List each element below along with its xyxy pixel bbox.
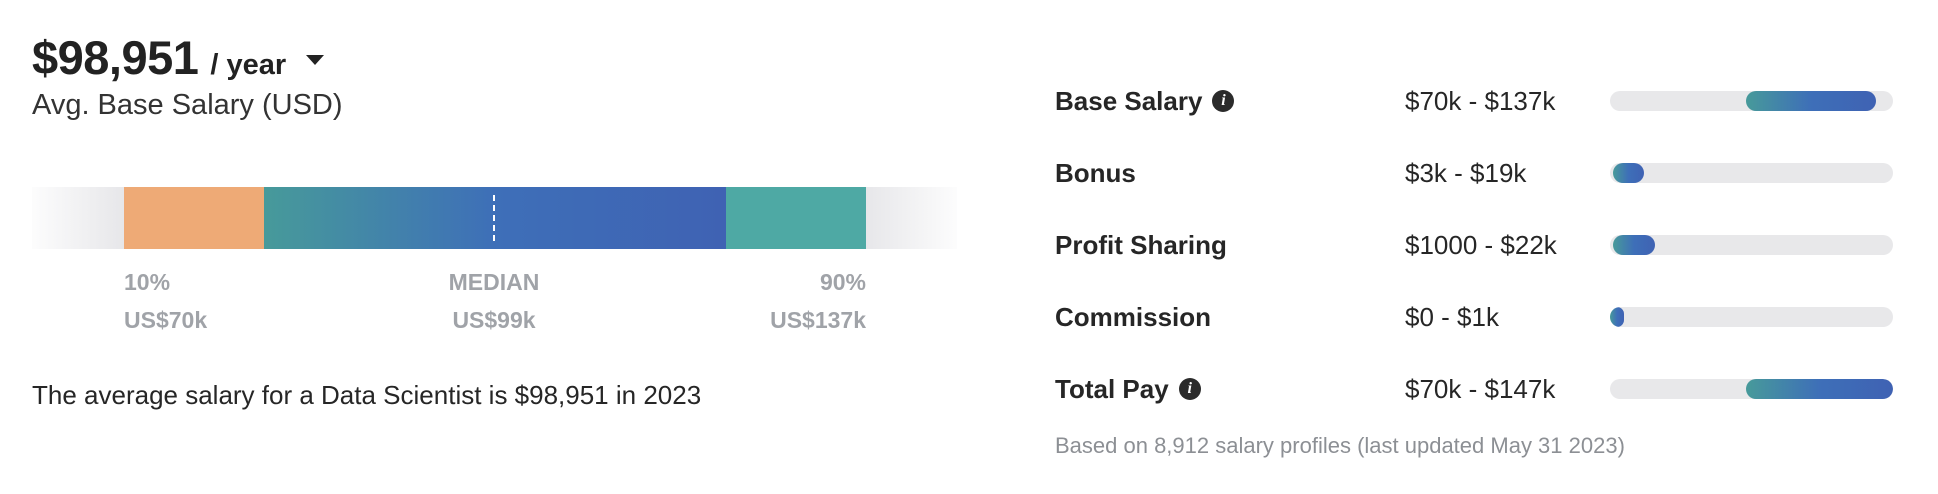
breakdown-fill-total-pay <box>1745 379 1893 399</box>
percentile-low-value: US$70k <box>124 307 208 333</box>
breakdown-label-bonus: Bonus <box>1055 158 1405 189</box>
percentile-median-label: MEDIAN <box>448 269 540 295</box>
breakdown-row-bonus: Bonus $3k - $19k <box>1055 137 1895 209</box>
breakdown-row-commission: Commission $0 - $1k <box>1055 281 1895 353</box>
percentile-low: 10% US$70k <box>124 263 207 339</box>
breakdown-fill-commission <box>1610 307 1625 327</box>
breakdown-fill-bonus <box>1612 163 1644 183</box>
salary-range-bar <box>32 187 957 249</box>
breakdown-fill-profit-sharing <box>1612 235 1656 255</box>
chevron-down-icon <box>306 54 325 65</box>
pay-period-label: / year <box>210 49 287 81</box>
breakdown-range-base-salary: $70k - $137k <box>1405 85 1556 116</box>
median-marker <box>493 195 495 241</box>
breakdown-track-total-pay <box>1610 379 1893 399</box>
breakdown-range-profit-sharing: $1000 - $22k <box>1405 229 1557 260</box>
percentile-median-value: US$99k <box>452 307 536 333</box>
breakdown-label-text: Bonus <box>1055 157 1136 188</box>
breakdown-label-commission: Commission <box>1055 302 1405 333</box>
breakdown-row-total-pay: Total Pay i $70k - $147k <box>1055 353 1895 425</box>
salary-headline: $98,951 / year <box>32 30 992 85</box>
breakdown-label-profit-sharing: Profit Sharing <box>1055 230 1405 261</box>
info-icon[interactable]: i <box>1212 90 1235 112</box>
breakdown-row-profit-sharing: Profit Sharing $1000 - $22k <box>1055 209 1895 281</box>
breakdown-track-base-salary <box>1610 91 1893 111</box>
range-bar-fade-right <box>862 187 957 249</box>
range-segment-low <box>124 187 264 249</box>
percentile-high-value: US$137k <box>770 307 866 333</box>
breakdown-label-base-salary: Base Salary i <box>1055 86 1405 117</box>
salary-description: The average salary for a Data Scientist … <box>32 380 702 410</box>
breakdown-track-commission <box>1610 307 1893 327</box>
percentile-high: 90% US$137k <box>712 263 866 339</box>
pay-period-dropdown[interactable]: / year <box>210 49 325 82</box>
breakdown-label-text: Total Pay <box>1055 373 1169 404</box>
salary-subtitle: Avg. Base Salary (USD) <box>32 89 343 121</box>
breakdown-fill-base-salary <box>1745 91 1876 111</box>
info-icon[interactable]: i <box>1178 378 1201 400</box>
percentile-labels: 10% US$70k MEDIAN US$99k 90% US$137k <box>32 263 952 333</box>
breakdown-track-profit-sharing <box>1610 235 1893 255</box>
range-bar-fade-left <box>32 187 127 249</box>
breakdown-label-text: Profit Sharing <box>1055 229 1227 260</box>
breakdown-label-total-pay: Total Pay i <box>1055 374 1405 405</box>
average-salary-amount: $98,951 <box>32 31 199 84</box>
salary-summary-panel: $98,951 / year Avg. Base Salary (USD) 10… <box>32 30 992 410</box>
range-segment-high <box>726 187 866 249</box>
pay-breakdown-panel: Base Salary i $70k - $137k Bonus $3k - $… <box>1055 65 1895 459</box>
percentile-median: MEDIAN US$99k <box>444 263 544 339</box>
percentile-high-label: 90% <box>819 269 866 295</box>
percentile-low-label: 10% <box>124 269 171 295</box>
breakdown-range-commission: $0 - $1k <box>1405 301 1499 332</box>
breakdown-label-text: Commission <box>1055 301 1212 332</box>
range-segment-middle <box>264 187 726 249</box>
breakdown-track-bonus <box>1610 163 1893 183</box>
breakdown-footnote: Based on 8,912 salary profiles (last upd… <box>1055 433 1625 458</box>
breakdown-range-bonus: $3k - $19k <box>1405 157 1527 188</box>
breakdown-label-text: Base Salary <box>1055 85 1203 116</box>
breakdown-range-total-pay: $70k - $147k <box>1405 373 1556 404</box>
breakdown-row-base-salary: Base Salary i $70k - $137k <box>1055 65 1895 137</box>
